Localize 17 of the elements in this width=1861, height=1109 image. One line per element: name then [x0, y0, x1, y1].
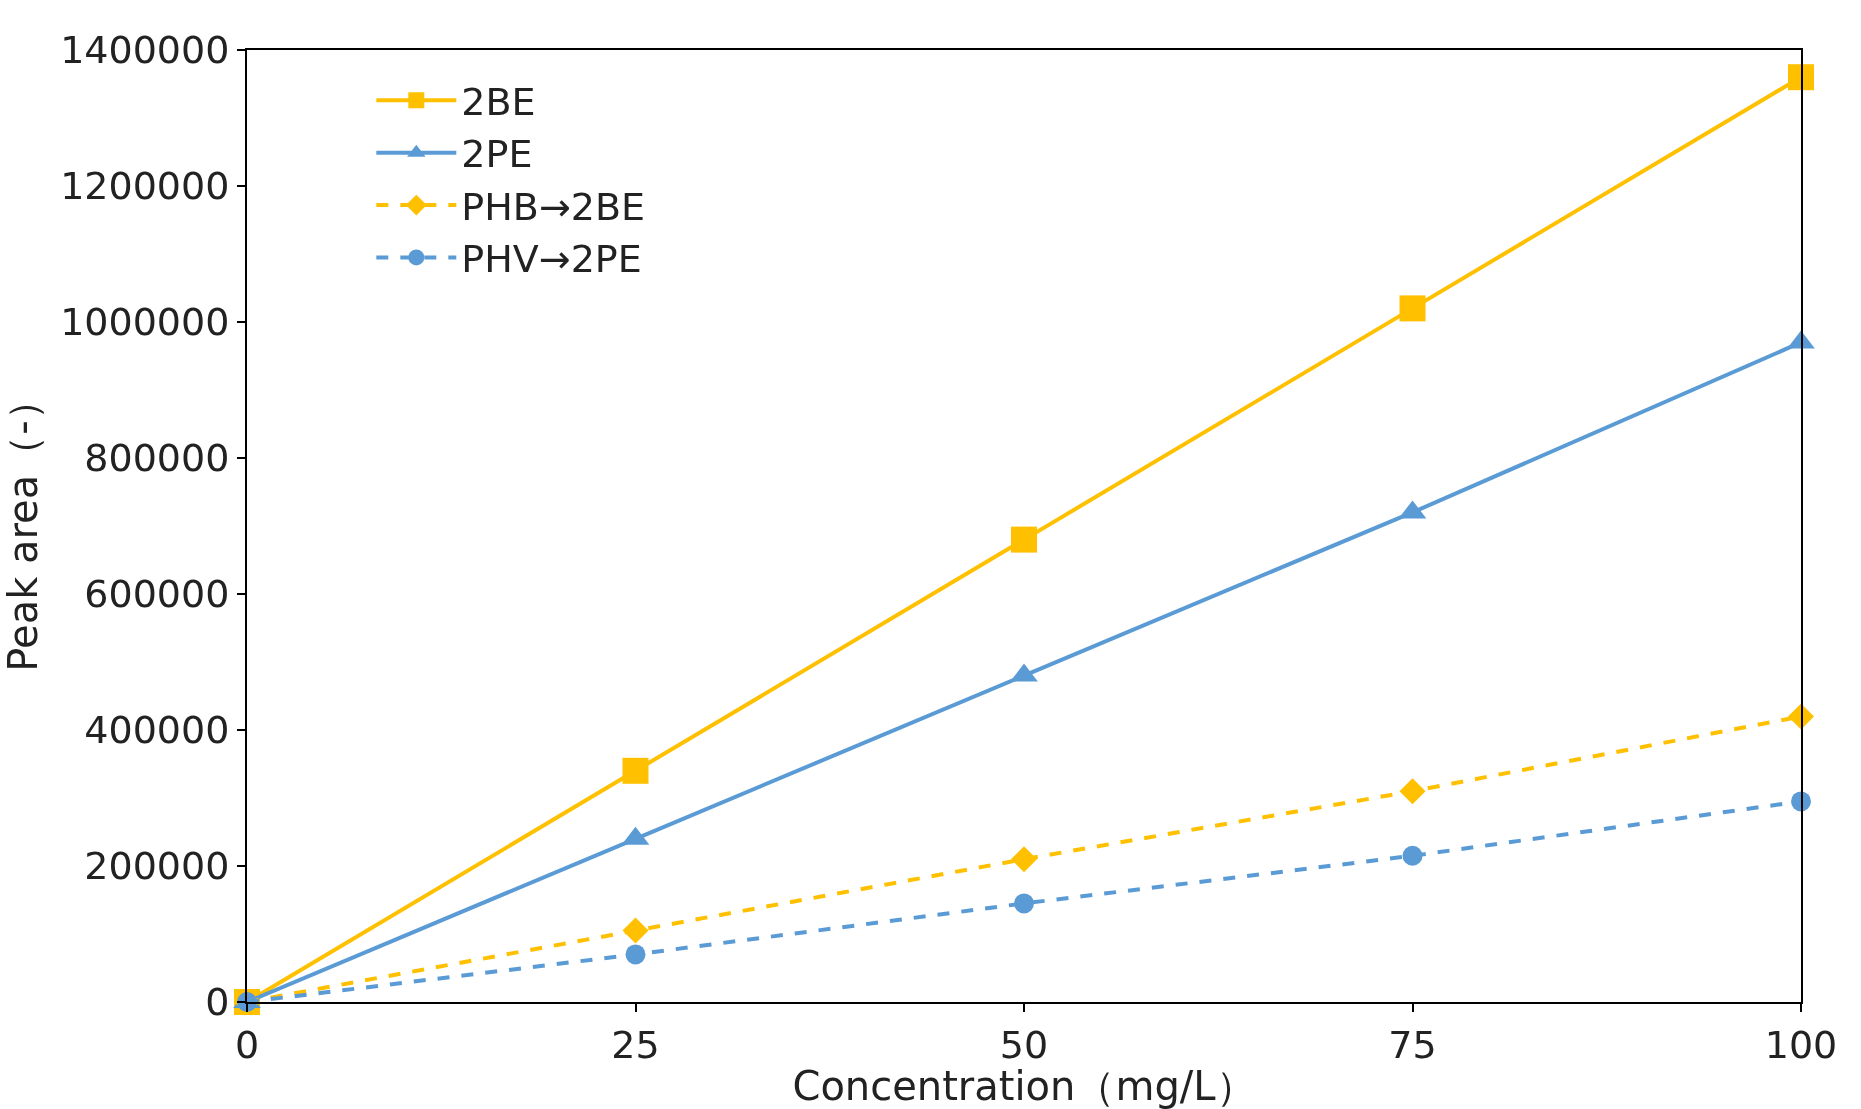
x-tick-label: 75 [1388, 1022, 1437, 1067]
y-tick-label: 800000 [84, 436, 230, 481]
x-tick-label: 0 [234, 1022, 260, 1067]
y-axis-title: Peak area（-） [0, 380, 46, 672]
x-tick-label: 25 [611, 1022, 660, 1067]
y-tick-label: 200000 [84, 844, 230, 889]
y-tick-label: 1200000 [60, 164, 230, 209]
legend-label: 2BE [461, 80, 536, 125]
y-tick-label: 1000000 [60, 300, 230, 345]
y-tick-label: 0 [205, 980, 230, 1025]
legend-label: PHB→2BE [461, 184, 645, 229]
y-tick-label: 1400000 [60, 28, 230, 73]
legend-label: PHV→2PE [461, 237, 642, 282]
legend-label: 2PE [461, 132, 533, 177]
y-tick-label: 400000 [84, 708, 230, 753]
x-tick-label: 100 [1764, 1022, 1838, 1067]
y-tick-label: 600000 [84, 572, 230, 617]
